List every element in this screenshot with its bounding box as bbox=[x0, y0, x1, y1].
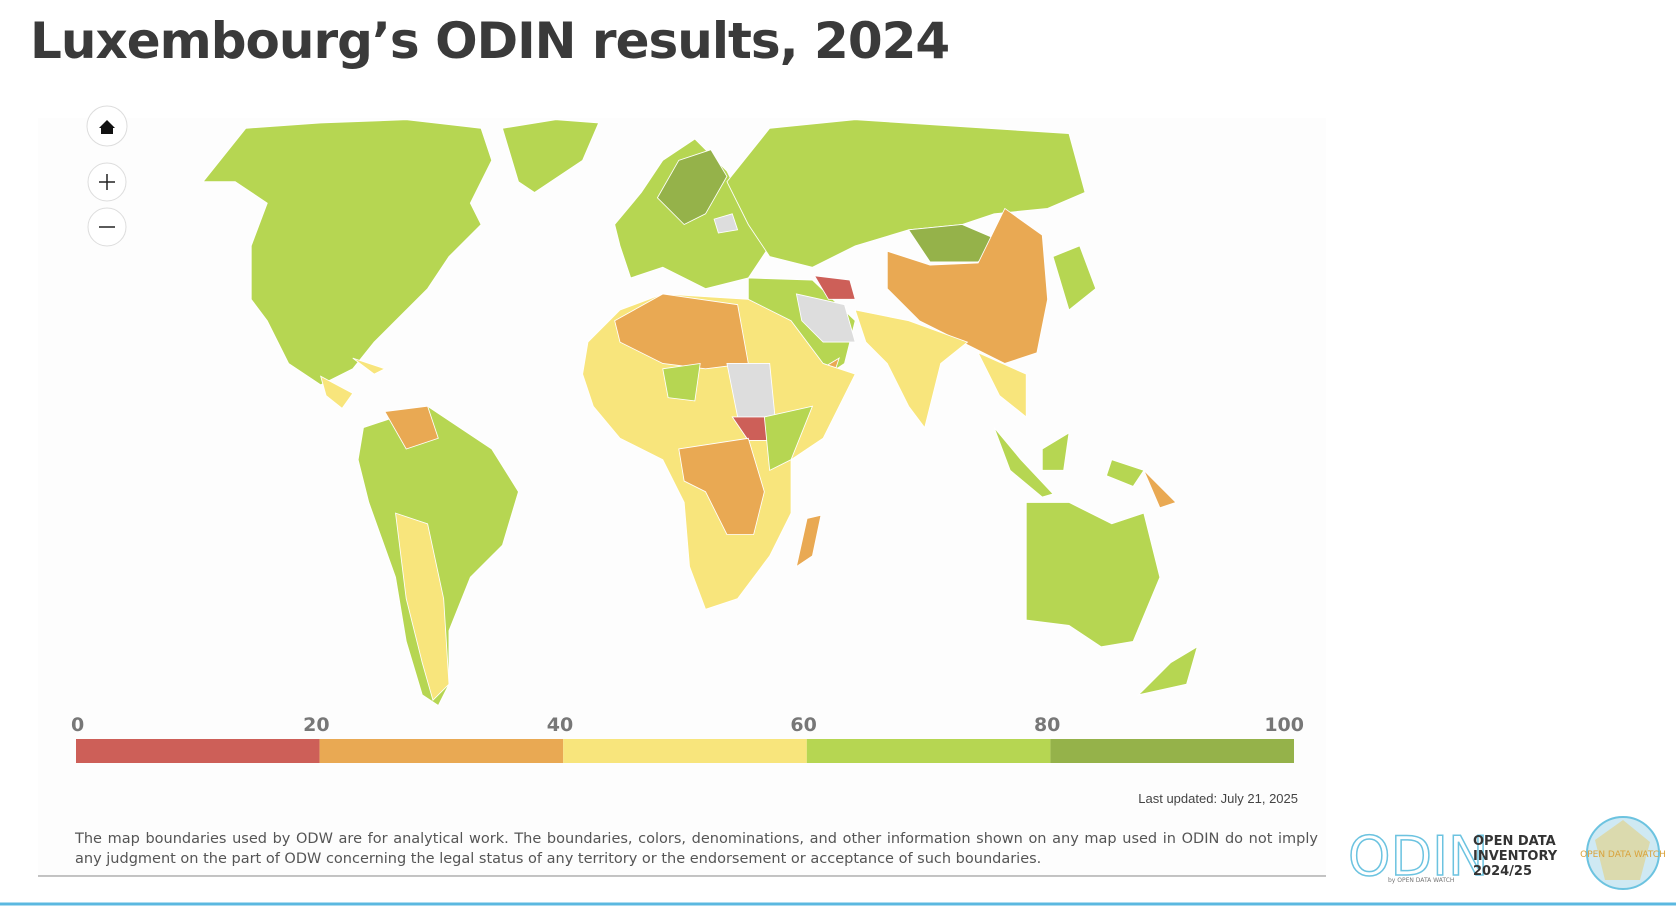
odin-logo: ODIN OPEN DATA INVENTORY 2024/25 by OPEN… bbox=[1347, 824, 1558, 889]
logo-line: 2024/25 bbox=[1473, 864, 1532, 879]
badge-pattern bbox=[1595, 820, 1650, 880]
legend-bin bbox=[563, 739, 807, 763]
legend-tick-label: 80 bbox=[1034, 714, 1060, 736]
legend-tick-label: 20 bbox=[303, 714, 329, 736]
logo-line: OPEN DATA bbox=[1473, 834, 1556, 849]
legend-tick-label: 60 bbox=[790, 714, 816, 736]
legend-tick-label: 40 bbox=[547, 714, 573, 736]
page-title: Luxembourg’s ODIN results, 2024 bbox=[30, 12, 950, 70]
world-map bbox=[202, 119, 1198, 707]
plus-icon bbox=[99, 174, 115, 190]
logo-byline: by OPEN DATA WATCH bbox=[1388, 877, 1454, 884]
legend-bin bbox=[1050, 739, 1294, 763]
odw-badge: OPEN DATA WATCH bbox=[1580, 816, 1666, 890]
logo-line: INVENTORY bbox=[1473, 849, 1558, 864]
home-icon bbox=[99, 120, 115, 134]
badge-text: OPEN DATA WATCH bbox=[1580, 850, 1666, 860]
zoom-controls[interactable] bbox=[86, 105, 128, 247]
logo-name: ODIN bbox=[1348, 825, 1488, 888]
legend: 0 20 40 60 80 100 bbox=[71, 714, 1304, 763]
badge-circle bbox=[1586, 816, 1660, 890]
legend-tick-label: 100 bbox=[1264, 714, 1304, 736]
last-updated: Last updated: July 21, 2025 bbox=[1138, 791, 1298, 806]
legend-tick-label: 0 bbox=[71, 714, 84, 736]
legend-bin bbox=[76, 739, 320, 763]
legend-bin bbox=[319, 739, 564, 763]
disclaimer: The map boundaries used by ODW are for a… bbox=[75, 831, 1318, 867]
legend-bin bbox=[806, 739, 1051, 763]
